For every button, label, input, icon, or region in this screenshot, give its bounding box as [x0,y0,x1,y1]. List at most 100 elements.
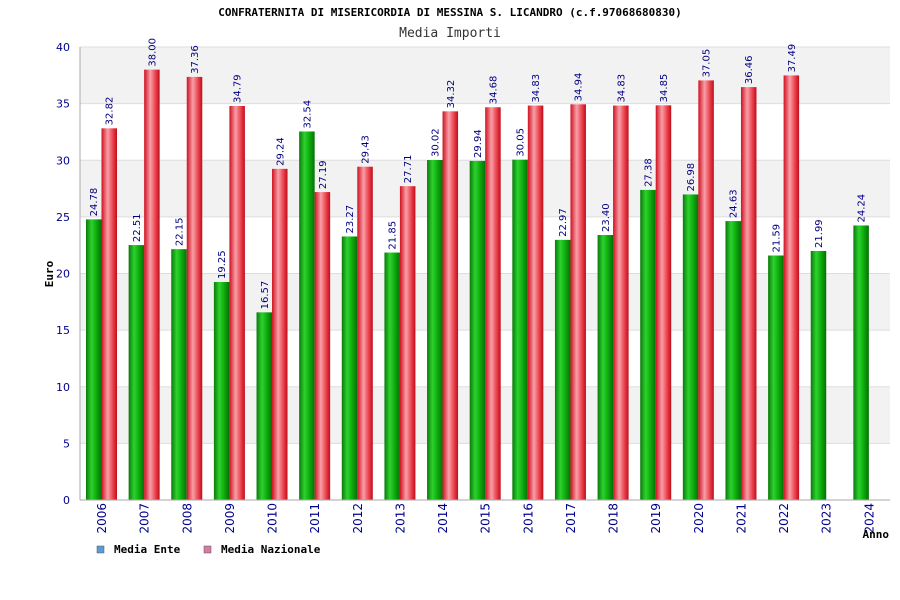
bar-media-ente-2008 [171,249,187,500]
y-axis-ticks: 0 5 10 15 20 25 30 35 40 [56,41,70,507]
data-label-media-ente-2014: 30.02 [430,128,441,157]
data-label-media-nazionale-2009: 34.79 [233,74,244,103]
data-label-media-nazionale-2013: 27.71 [403,155,414,184]
bar-media-ente-2011 [299,131,315,500]
x-tick-label-2017: 2017 [564,503,578,534]
chart-title: CONFRATERNITA DI MISERICORDIA DI MESSINA… [218,6,682,19]
x-tick-label-2019: 2019 [649,503,663,534]
x-tick-label-2022: 2022 [777,503,791,534]
x-tick-label-2008: 2008 [180,503,194,534]
x-tick-label-2009: 2009 [223,503,237,534]
data-label-media-nazionale-2006: 32.82 [105,97,116,126]
bar-media-ente-2012 [341,236,358,500]
bar-media-nazionale-2021 [740,87,757,500]
data-label-media-nazionale-2011: 27.19 [318,160,329,189]
data-label-media-ente-2012: 23.27 [345,205,356,234]
bar-media-ente-2019 [640,189,656,500]
data-label-media-ente-2009: 19.25 [217,250,228,279]
data-label-media-nazionale-2007: 38.00 [147,38,158,67]
bar-media-ente-2023 [810,250,827,500]
data-label-media-nazionale-2022: 37.49 [787,44,798,73]
data-label-media-ente-2013: 21.85 [388,221,399,250]
legend-item-media-ente: Media Ente [96,543,181,556]
y-tick-label: 25 [56,211,70,224]
bar-media-ente-2021 [725,221,741,500]
x-axis-label: Anno [863,528,890,541]
data-label-media-nazionale-2018: 34.83 [616,74,627,103]
x-tick-label-2014: 2014 [436,503,450,534]
x-tick-label-2023: 2023 [820,503,834,534]
bar-media-nazionale-2010 [272,168,288,500]
data-label-media-ente-2015: 29.94 [473,129,484,158]
bar-media-ente-2015 [469,160,486,500]
data-label-media-nazionale-2010: 29.24 [275,137,286,166]
bar-media-nazionale-2019 [655,105,672,500]
bar-media-ente-2007 [128,245,145,500]
data-label-media-ente-2011: 32.54 [302,100,313,129]
legend-item-media-nazionale: Media Nazionale [203,543,321,556]
legend-label-media-ente: Media Ente [114,543,181,556]
y-tick-label: 40 [56,41,70,54]
bar-media-nazionale-2022 [783,75,800,500]
x-tick-label-2013: 2013 [393,503,407,534]
data-label-media-nazionale-2014: 34.32 [446,80,457,109]
bar-media-nazionale-2017 [570,104,586,500]
data-label-media-ente-2024: 24.24 [857,194,868,223]
legend-swatch-media-nazionale [203,545,212,554]
x-tick-label-2018: 2018 [607,503,621,534]
bar-media-ente-2010 [256,312,273,500]
x-tick-label-2006: 2006 [95,503,109,534]
data-label-media-ente-2017: 22.97 [558,208,569,237]
data-label-media-nazionale-2017: 34.94 [574,73,585,102]
y-tick-label: 35 [56,98,70,111]
bar-media-ente-2009 [213,281,230,500]
x-tick-label-2007: 2007 [138,503,152,534]
data-label-media-ente-2018: 23.40 [601,203,612,232]
bar-media-nazionale-2006 [101,128,117,500]
y-tick-label: 0 [63,494,70,507]
data-label-media-nazionale-2019: 34.85 [659,74,670,103]
data-label-media-ente-2019: 27.38 [643,158,654,187]
y-tick-label: 10 [56,381,70,394]
data-label-media-nazionale-2015: 34.68 [488,76,499,105]
y-tick-label: 30 [56,154,70,167]
bar-media-nazionale-2007 [144,69,160,501]
bar-media-ente-2014 [427,160,443,500]
data-label-media-ente-2010: 16.57 [260,281,271,310]
x-tick-label-2012: 2012 [351,503,365,534]
bars [86,69,869,501]
x-tick-label-2010: 2010 [266,503,280,534]
bar-media-nazionale-2011 [314,192,331,501]
data-label-media-ente-2007: 22.51 [132,213,143,242]
bar-media-ente-2018 [597,234,614,500]
bar-media-nazionale-2014 [442,111,459,501]
bar-media-ente-2020 [682,194,699,500]
y-axis-label: Euro [43,260,56,287]
x-axis-ticks: 2006 2007 2008 2009 2010 2011 2012 2013 2014 2015… [95,503,876,534]
y-tick-label: 15 [56,324,70,337]
x-tick-label-2011: 2011 [308,503,322,534]
bar-media-nazionale-2015 [485,107,501,501]
bar-media-ente-2024 [853,225,869,500]
bar-media-ente-2022 [768,255,784,500]
data-label-media-ente-2008: 22.15 [175,218,186,247]
bar-media-ente-2006 [86,219,102,500]
data-label-media-nazionale-2008: 37.36 [190,45,201,74]
legend-swatch-media-ente [96,545,105,554]
bar-media-ente-2013 [384,252,400,500]
bar-media-nazionale-2020 [698,80,714,500]
data-label-media-ente-2022: 21.59 [771,224,782,253]
data-labels: 24.78 32.82 22.51 38.00 22.15 37.36 19.25 34.79… [89,38,867,309]
data-label-media-ente-2016: 30.05 [516,128,527,157]
bar-media-nazionale-2008 [186,76,203,500]
data-label-media-ente-2006: 24.78 [89,188,100,217]
data-label-media-ente-2020: 26.98 [686,163,697,192]
data-label-media-ente-2021: 24.63 [729,189,740,218]
x-tick-label-2015: 2015 [479,503,493,534]
data-label-media-nazionale-2021: 36.46 [744,55,755,84]
data-label-media-nazionale-2016: 34.83 [531,74,542,103]
bar-media-nazionale-2012 [357,166,373,500]
bar-media-nazionale-2009 [229,106,245,501]
bar-media-nazionale-2013 [399,186,416,500]
